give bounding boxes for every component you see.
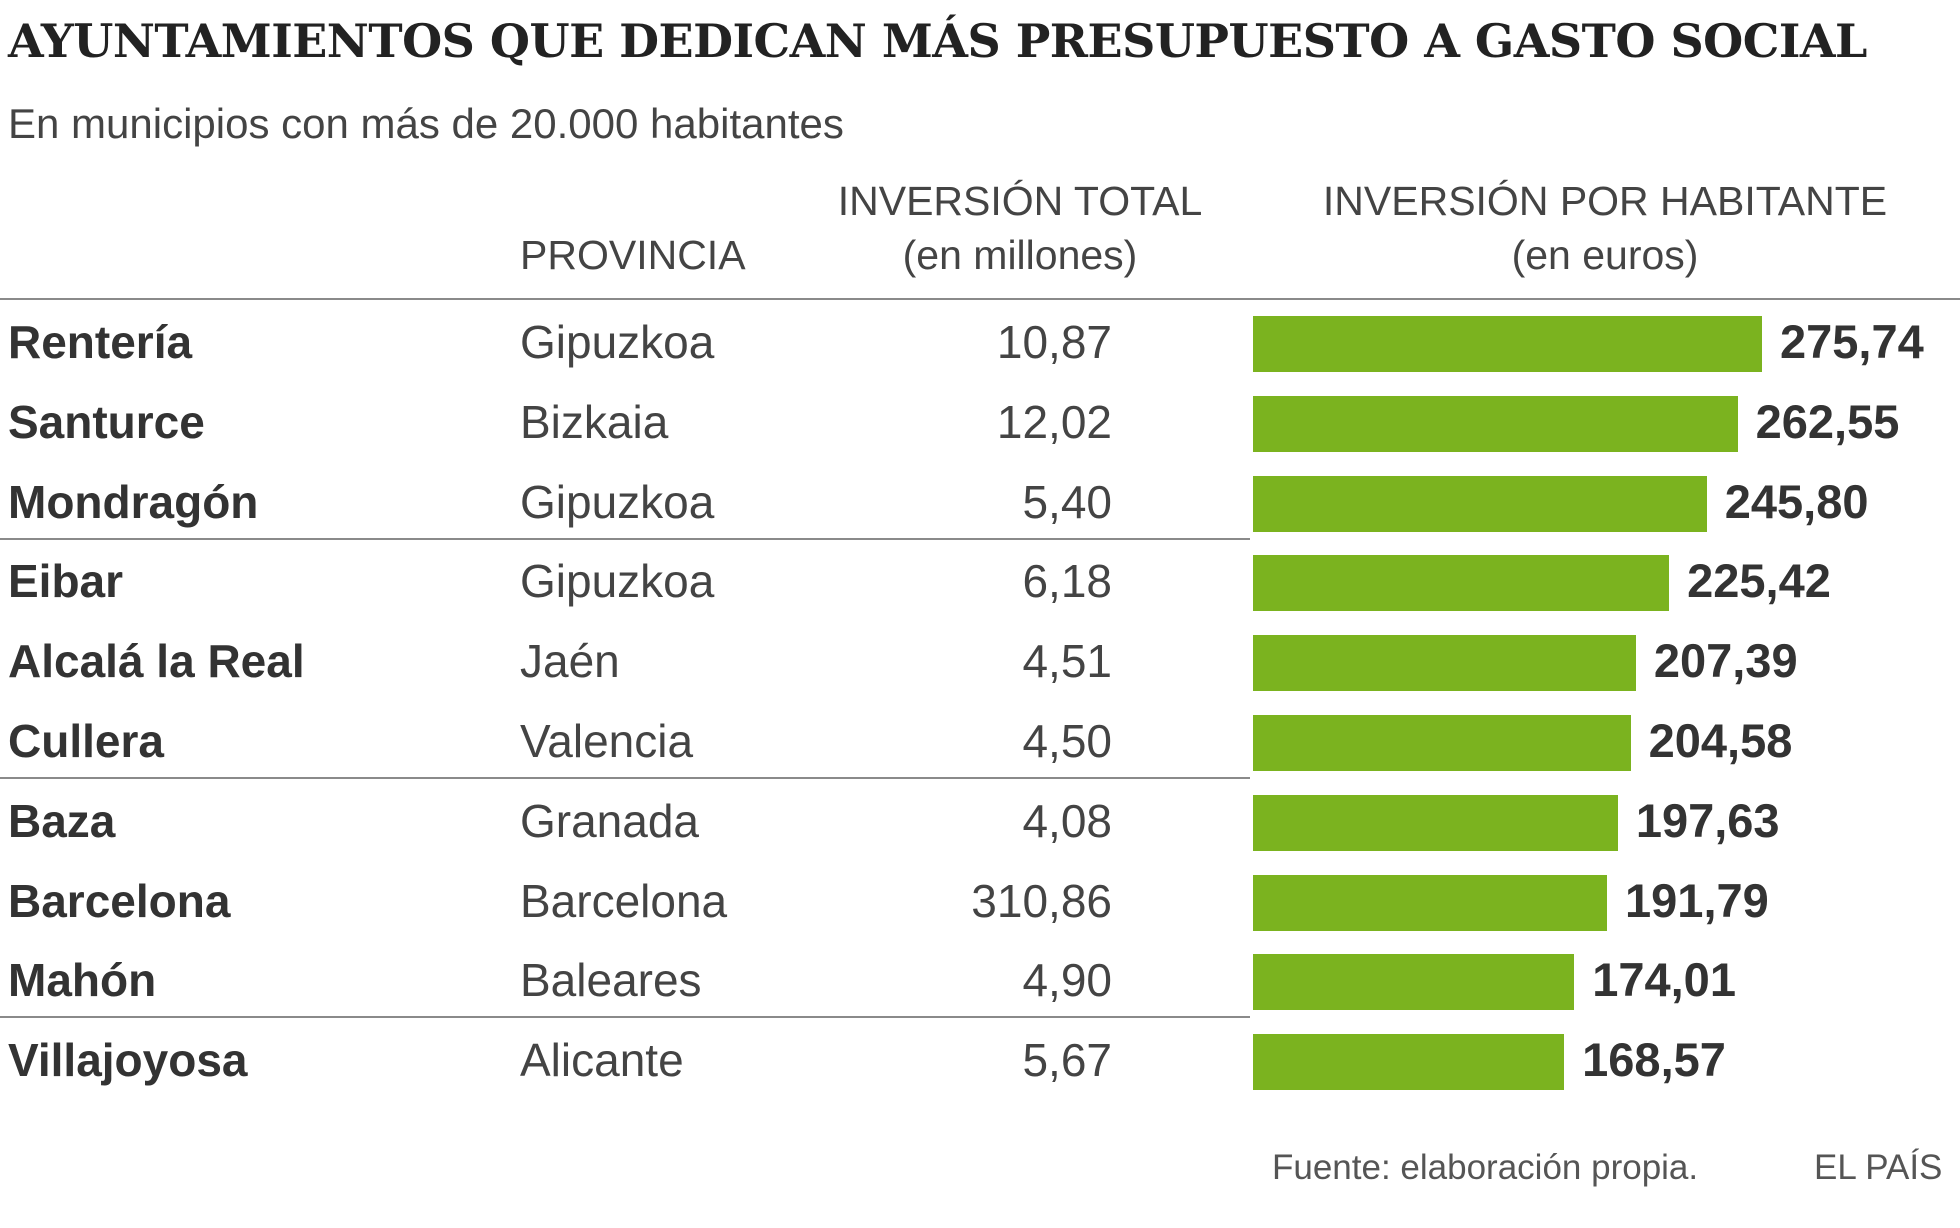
bar-value-label: 275,74 (1780, 315, 1924, 368)
municipio-label: Santurce (8, 395, 205, 448)
table-row: Barcelona Barcelona 310,86 191,79 (0, 861, 1960, 941)
column-header-inversion-total: INVERSIÓN TOTAL (en millones) (800, 174, 1240, 282)
column-header-inversion-total-line1: INVERSIÓN TOTAL (837, 178, 1203, 224)
table-row: Eibar Gipuzkoa 6,18 225,42 (0, 541, 1960, 621)
column-header-inversion-por-habitante: INVERSIÓN POR HABITANTE (en euros) (1260, 174, 1950, 282)
group-rule (0, 538, 1250, 540)
provincia-label: Jaén (520, 635, 620, 688)
municipio-label: Mahón (8, 954, 157, 1007)
provincia-label: Baleares (520, 954, 702, 1007)
column-header-inversion-por-habitante-line1: INVERSIÓN POR HABITANTE (1322, 178, 1888, 224)
bar (1253, 635, 1636, 692)
bar-value-label: 197,63 (1635, 793, 1780, 847)
inversion-total-value: 10,87 (996, 316, 1112, 368)
inversion-total-value: 4,51 (1022, 635, 1112, 688)
column-header-inversion-por-habitante-line2: (en euros) (1511, 232, 1699, 278)
bar (1253, 794, 1618, 851)
bar (1253, 715, 1631, 771)
table-row: Rentería Gipuzkoa 10,87 275,74 (0, 302, 1960, 382)
table-row: Mahón Baleares 4,90 174,01 (0, 940, 1960, 1020)
municipio-label: Alcalá la Real (8, 635, 305, 688)
municipio-label: Baza (8, 794, 116, 847)
chart-subtitle: En municipios con más de 20.000 habitant… (8, 100, 844, 147)
provincia-label: Gipuzkoa (520, 316, 715, 368)
column-header-inversion-total-line2: (en millones) (902, 232, 1138, 278)
table-row: Santurce Bizkaia 12,02 262,55 (0, 382, 1960, 462)
municipio-label: Eibar (8, 555, 124, 608)
table-row: Alcalá la Real Jaén 4,51 207,39 (0, 621, 1960, 701)
municipio-label: Villajoyosa (8, 1034, 248, 1087)
provincia-label: Barcelona (520, 874, 728, 927)
municipio-label: Barcelona (8, 874, 231, 927)
provincia-label: Bizkaia (520, 395, 669, 448)
chart-title: AYUNTAMIENTOS QUE DEDICAN MÁS PRESUPUEST… (8, 14, 1867, 68)
group-rule (0, 777, 1250, 779)
header-rule (0, 298, 1960, 300)
inversion-total-value: 4,50 (1022, 715, 1112, 767)
bar (1253, 1034, 1565, 1091)
municipio-label: Mondragón (8, 475, 259, 528)
bar-value-label: 245,80 (1724, 474, 1869, 528)
bar (1253, 475, 1707, 532)
bar-value-label: 225,42 (1687, 554, 1831, 608)
bar-value-label: 174,01 (1592, 953, 1736, 1007)
table-row: Villajoyosa Alicante 5,67 168,57 (0, 1020, 1960, 1100)
bar-value-label: 207,39 (1653, 634, 1798, 688)
inversion-total-value: 12,02 (996, 395, 1112, 448)
table-row: Baza Granada 4,08 197,63 (0, 781, 1960, 861)
provincia-label: Gipuzkoa (520, 475, 715, 528)
inversion-total-value: 4,90 (1022, 954, 1112, 1007)
table-row: Mondragón Gipuzkoa 5,40 245,80 (0, 462, 1960, 542)
provincia-label: Gipuzkoa (520, 555, 715, 608)
publisher-credit: EL PAÍS (1814, 1148, 1943, 1187)
inversion-total-value: 6,18 (1022, 555, 1112, 608)
column-header-provincia: PROVINCIA (520, 232, 746, 278)
inversion-total-value: 4,08 (1022, 794, 1112, 847)
table-row: Cullera Valencia 4,50 204,58 (0, 701, 1960, 781)
inversion-total-value: 5,67 (1022, 1034, 1112, 1087)
provincia-label: Valencia (520, 715, 694, 767)
group-rule (0, 1016, 1250, 1018)
bar-value-label: 262,55 (1755, 394, 1900, 448)
bar (1253, 874, 1608, 931)
inversion-total-value: 310,86 (971, 874, 1112, 927)
bar-value-label: 204,58 (1648, 714, 1793, 767)
bar (1253, 395, 1738, 452)
bar (1253, 954, 1575, 1011)
bar-value-label: 191,79 (1625, 873, 1769, 927)
bar-value-label: 168,57 (1582, 1033, 1726, 1087)
bar (1253, 555, 1670, 612)
source-note: Fuente: elaboración propia. (1272, 1148, 1699, 1187)
provincia-label: Alicante (520, 1034, 684, 1087)
municipio-label: Rentería (8, 316, 193, 368)
inversion-total-value: 5,40 (1022, 475, 1112, 528)
provincia-label: Granada (520, 794, 700, 847)
municipio-label: Cullera (8, 715, 164, 767)
bar (1253, 316, 1762, 372)
